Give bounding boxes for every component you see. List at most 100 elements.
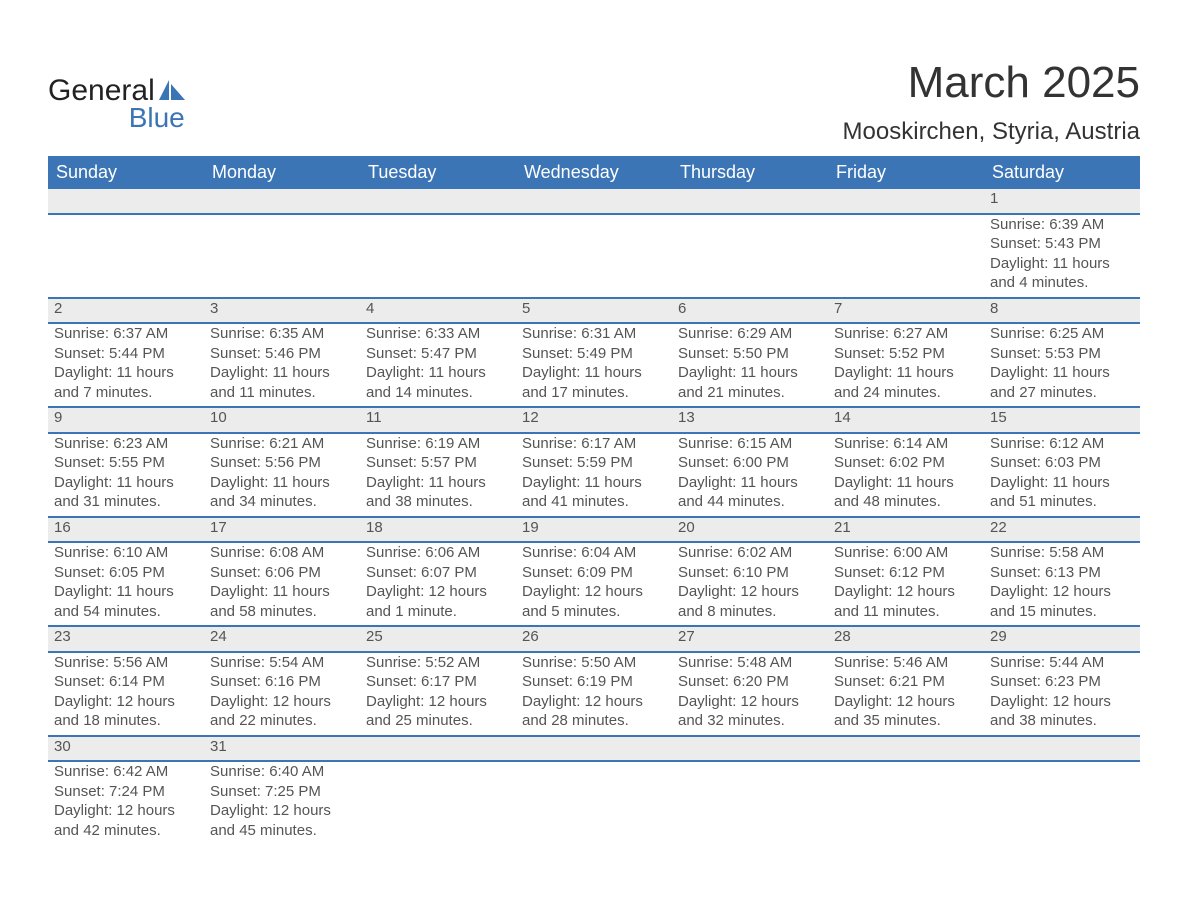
day-sunrise: Sunrise: 6:21 AM <box>210 434 354 454</box>
day-detail-cell: Sunrise: 6:17 AMSunset: 5:59 PMDaylight:… <box>516 433 672 517</box>
brand-name-b: Blue <box>126 102 185 134</box>
day-sunset: Sunset: 5:57 PM <box>366 453 510 473</box>
day-sunrise: Sunrise: 6:37 AM <box>54 324 198 344</box>
day-detail-cell: Sunrise: 5:50 AMSunset: 6:19 PMDaylight:… <box>516 652 672 736</box>
day-detail-cell: Sunrise: 6:33 AMSunset: 5:47 PMDaylight:… <box>360 323 516 407</box>
day-sunset: Sunset: 5:55 PM <box>54 453 198 473</box>
day-day2: and 58 minutes. <box>210 602 354 622</box>
day-number-cell: 12 <box>516 407 672 433</box>
day-day2: and 27 minutes. <box>990 383 1134 403</box>
day-day2: and 38 minutes. <box>366 492 510 512</box>
detail-row: Sunrise: 6:39 AMSunset: 5:43 PMDaylight:… <box>48 214 1140 298</box>
day-day1: Daylight: 11 hours <box>990 363 1134 383</box>
day-number-cell: 24 <box>204 626 360 652</box>
day-day2: and 48 minutes. <box>834 492 978 512</box>
day-detail-cell: Sunrise: 5:44 AMSunset: 6:23 PMDaylight:… <box>984 652 1140 736</box>
day-number-cell <box>204 189 360 214</box>
day-sunrise: Sunrise: 6:23 AM <box>54 434 198 454</box>
day-number: 24 <box>210 628 227 645</box>
day-day2: and 32 minutes. <box>678 711 822 731</box>
detail-row: Sunrise: 6:23 AMSunset: 5:55 PMDaylight:… <box>48 433 1140 517</box>
day-detail-cell: Sunrise: 6:23 AMSunset: 5:55 PMDaylight:… <box>48 433 204 517</box>
day-detail-cell <box>360 761 516 844</box>
day-number-cell: 19 <box>516 517 672 543</box>
day-sunrise: Sunrise: 5:54 AM <box>210 653 354 673</box>
day-number-cell: 8 <box>984 298 1140 324</box>
day-day2: and 42 minutes. <box>54 821 198 841</box>
day-day1: Daylight: 11 hours <box>366 363 510 383</box>
day-number: 23 <box>54 628 71 645</box>
day-number-cell: 28 <box>828 626 984 652</box>
day-detail-cell: Sunrise: 6:42 AMSunset: 7:24 PMDaylight:… <box>48 761 204 844</box>
day-day1: Daylight: 11 hours <box>54 582 198 602</box>
title-block: March 2025 Mooskirchen, Styria, Austria <box>843 50 1140 146</box>
day-day1: Daylight: 11 hours <box>522 363 666 383</box>
day-sunrise: Sunrise: 5:50 AM <box>522 653 666 673</box>
day-detail-cell <box>516 214 672 298</box>
day-sunset: Sunset: 6:12 PM <box>834 563 978 583</box>
detail-row: Sunrise: 6:10 AMSunset: 6:05 PMDaylight:… <box>48 542 1140 626</box>
day-number-cell: 25 <box>360 626 516 652</box>
day-sunset: Sunset: 6:17 PM <box>366 672 510 692</box>
day-number-cell: 18 <box>360 517 516 543</box>
day-sunrise: Sunrise: 5:48 AM <box>678 653 822 673</box>
day-number-cell: 16 <box>48 517 204 543</box>
day-day1: Daylight: 11 hours <box>678 363 822 383</box>
day-sunset: Sunset: 6:13 PM <box>990 563 1134 583</box>
day-number: 19 <box>522 519 539 536</box>
day-number: 6 <box>678 300 686 317</box>
day-detail-cell <box>672 214 828 298</box>
day-day2: and 31 minutes. <box>54 492 198 512</box>
day-sunset: Sunset: 6:02 PM <box>834 453 978 473</box>
day-sunset: Sunset: 5:44 PM <box>54 344 198 364</box>
day-sunset: Sunset: 5:56 PM <box>210 453 354 473</box>
day-sunrise: Sunrise: 6:29 AM <box>678 324 822 344</box>
day-detail-cell <box>360 214 516 298</box>
day-sunset: Sunset: 6:16 PM <box>210 672 354 692</box>
weekday-header: Monday <box>204 156 360 189</box>
day-day1: Daylight: 11 hours <box>678 473 822 493</box>
day-detail-cell <box>828 214 984 298</box>
day-sunrise: Sunrise: 6:19 AM <box>366 434 510 454</box>
day-detail-cell: Sunrise: 6:21 AMSunset: 5:56 PMDaylight:… <box>204 433 360 517</box>
day-day2: and 24 minutes. <box>834 383 978 403</box>
day-detail-cell: Sunrise: 6:19 AMSunset: 5:57 PMDaylight:… <box>360 433 516 517</box>
day-number-cell: 9 <box>48 407 204 433</box>
day-detail-cell: Sunrise: 6:00 AMSunset: 6:12 PMDaylight:… <box>828 542 984 626</box>
day-number: 28 <box>834 628 851 645</box>
day-day1: Daylight: 12 hours <box>54 801 198 821</box>
day-day2: and 8 minutes. <box>678 602 822 622</box>
day-sunrise: Sunrise: 6:27 AM <box>834 324 978 344</box>
day-number: 17 <box>210 519 227 536</box>
day-number-cell: 23 <box>48 626 204 652</box>
day-detail-cell: Sunrise: 6:08 AMSunset: 6:06 PMDaylight:… <box>204 542 360 626</box>
day-sunset: Sunset: 5:53 PM <box>990 344 1134 364</box>
day-day2: and 35 minutes. <box>834 711 978 731</box>
day-day1: Daylight: 12 hours <box>54 692 198 712</box>
day-number: 26 <box>522 628 539 645</box>
day-number: 27 <box>678 628 695 645</box>
day-detail-cell: Sunrise: 6:29 AMSunset: 5:50 PMDaylight:… <box>672 323 828 407</box>
day-number-cell <box>672 189 828 214</box>
daynum-row: 23242526272829 <box>48 626 1140 652</box>
day-number: 31 <box>210 738 227 755</box>
weekday-header: Sunday <box>48 156 204 189</box>
day-sunset: Sunset: 6:06 PM <box>210 563 354 583</box>
daynum-row: 16171819202122 <box>48 517 1140 543</box>
day-detail-cell: Sunrise: 6:27 AMSunset: 5:52 PMDaylight:… <box>828 323 984 407</box>
day-number-cell <box>48 189 204 214</box>
day-detail-cell: Sunrise: 5:56 AMSunset: 6:14 PMDaylight:… <box>48 652 204 736</box>
day-day1: Daylight: 11 hours <box>54 473 198 493</box>
day-number: 11 <box>366 409 382 426</box>
calendar-body: 1 Sunrise: 6:39 AMSunset: 5:43 PMDayligh… <box>48 189 1140 844</box>
day-day2: and 51 minutes. <box>990 492 1134 512</box>
day-day1: Daylight: 11 hours <box>54 363 198 383</box>
day-detail-cell: Sunrise: 6:02 AMSunset: 6:10 PMDaylight:… <box>672 542 828 626</box>
day-day1: Daylight: 12 hours <box>210 801 354 821</box>
day-number: 20 <box>678 519 695 536</box>
day-sunrise: Sunrise: 5:46 AM <box>834 653 978 673</box>
day-number-cell: 30 <box>48 736 204 762</box>
day-sunset: Sunset: 6:00 PM <box>678 453 822 473</box>
day-sunset: Sunset: 6:10 PM <box>678 563 822 583</box>
day-detail-cell: Sunrise: 5:46 AMSunset: 6:21 PMDaylight:… <box>828 652 984 736</box>
